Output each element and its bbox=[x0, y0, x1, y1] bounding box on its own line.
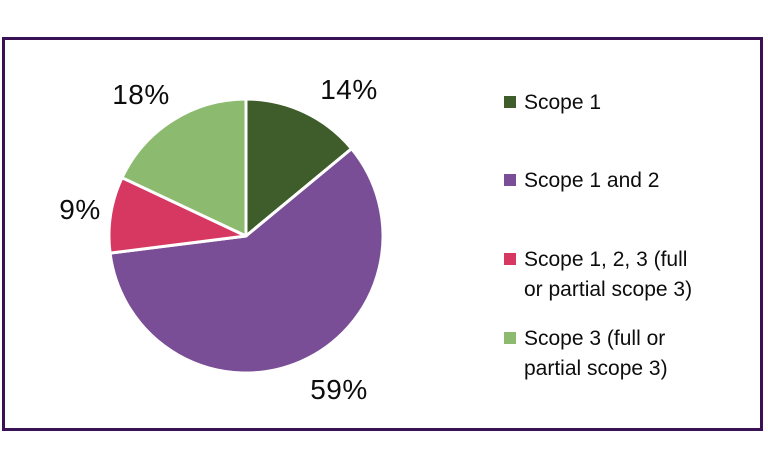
legend-label-scope-3: Scope 3 (full or partial scope 3) bbox=[524, 327, 668, 380]
legend-label-scope-1-2-3: Scope 1, 2, 3 (full or partial scope 3) bbox=[524, 248, 693, 301]
pie-chart bbox=[107, 97, 385, 375]
pie-slice-4 bbox=[120, 97, 248, 238]
legend-item-scope-1-2-3: Scope 1, 2, 3 (full or partial scope 3) bbox=[504, 245, 692, 305]
legend-swatch-scope-3 bbox=[504, 332, 516, 344]
legend-swatch-scope-1 bbox=[504, 96, 516, 108]
legend-swatch-scope-1-and-2 bbox=[504, 174, 516, 186]
pie-slice-2 bbox=[108, 147, 385, 375]
data-label-1: 14% bbox=[320, 74, 378, 105]
legend-swatch-scope-1-2-3 bbox=[504, 253, 516, 265]
legend-item-scope-1-and-2: Scope 1 and 2 bbox=[504, 166, 659, 196]
data-label-3: 9% bbox=[59, 194, 101, 225]
data-label-2: 59% bbox=[310, 374, 368, 405]
chart-legend: Scope 1 Scope 1 and 2 Scope 1, 2, 3 (ful… bbox=[504, 0, 754, 471]
legend-label-scope-1: Scope 1 bbox=[524, 91, 602, 114]
legend-item-scope-1: Scope 1 bbox=[504, 88, 601, 118]
pie-slice-1 bbox=[244, 97, 354, 238]
legend-item-scope-3: Scope 3 (full or partial scope 3) bbox=[504, 324, 668, 384]
data-label-4: 18% bbox=[112, 79, 170, 110]
legend-label-scope-1-and-2: Scope 1 and 2 bbox=[524, 169, 660, 192]
